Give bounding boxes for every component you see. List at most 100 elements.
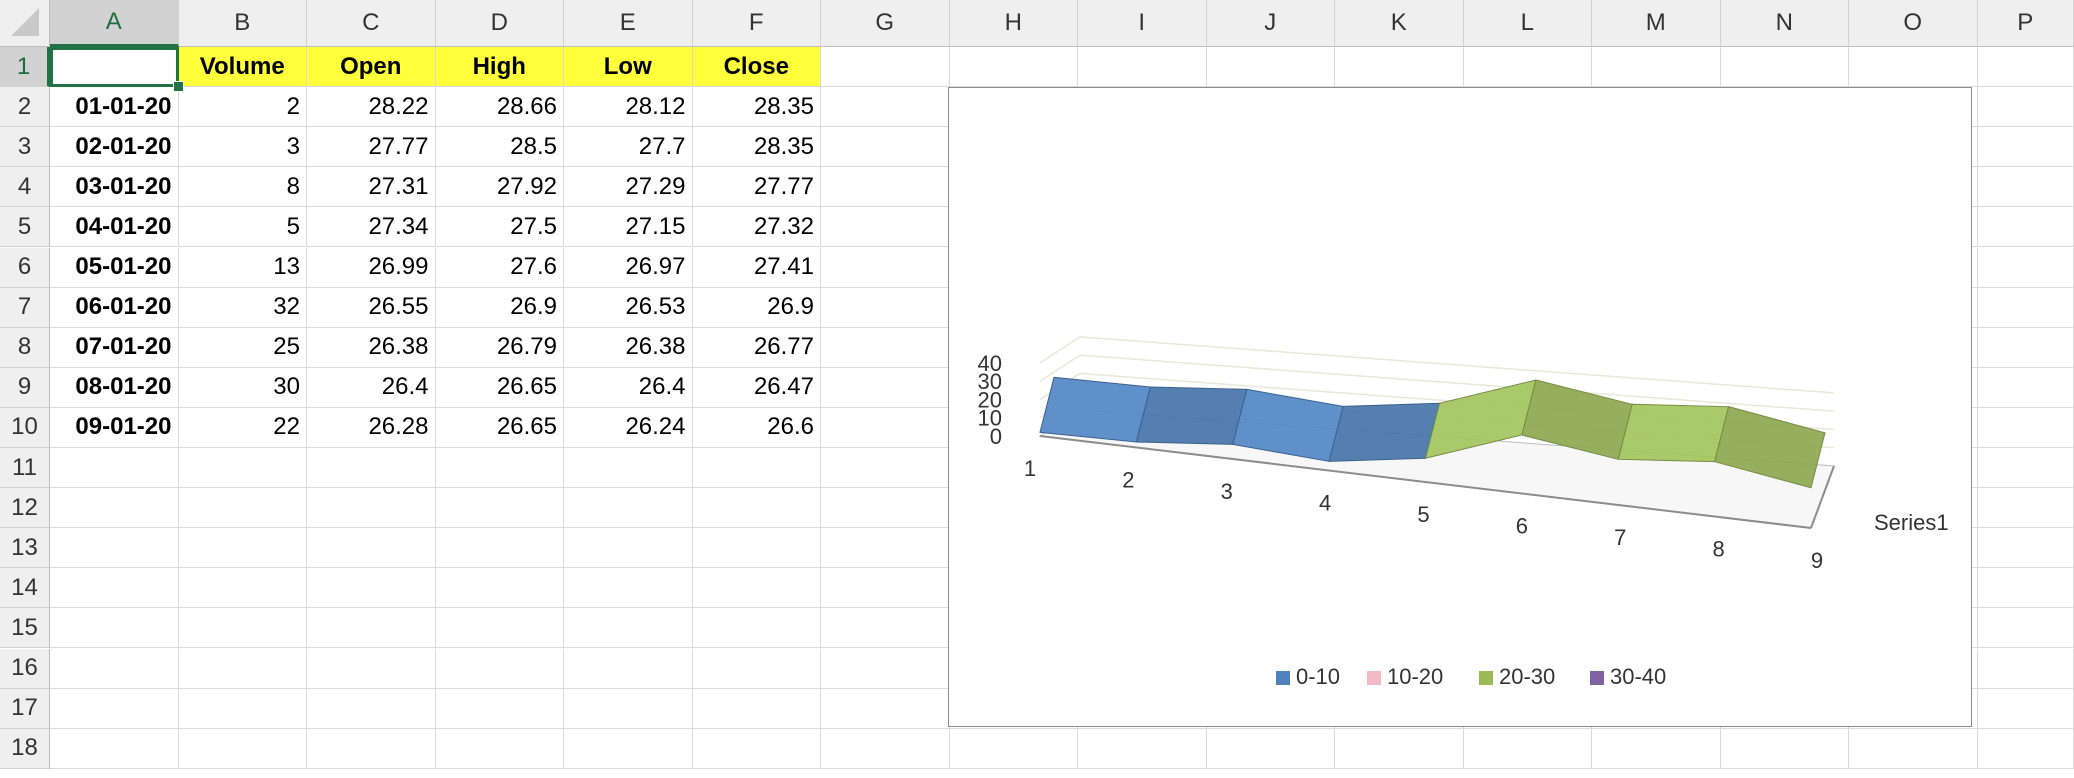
- value-cell[interactable]: 8: [178, 167, 307, 208]
- empty-cell[interactable]: [1592, 728, 1721, 769]
- empty-cell[interactable]: [692, 448, 821, 489]
- date-cell[interactable]: 03-01-20: [50, 167, 179, 208]
- value-cell[interactable]: 26.99: [307, 247, 436, 288]
- empty-cell[interactable]: [821, 528, 950, 569]
- value-cell[interactable]: 27.41: [692, 247, 821, 288]
- value-cell[interactable]: 27.32: [692, 207, 821, 248]
- empty-cell[interactable]: [1849, 688, 1978, 729]
- empty-cell[interactable]: [1977, 327, 2074, 368]
- value-cell[interactable]: 26.53: [564, 287, 693, 328]
- empty-cell[interactable]: [692, 688, 821, 729]
- empty-cell[interactable]: [1720, 728, 1849, 769]
- date-cell[interactable]: 09-01-20: [50, 407, 179, 448]
- empty-cell[interactable]: [1977, 167, 2074, 208]
- empty-cell[interactable]: [50, 488, 179, 529]
- value-cell[interactable]: 27.7: [564, 127, 693, 168]
- header-cell-volume[interactable]: Volume: [178, 47, 307, 88]
- value-cell[interactable]: 26.38: [564, 327, 693, 368]
- empty-cell[interactable]: [1849, 728, 1978, 769]
- column-header-j[interactable]: J: [1206, 0, 1335, 47]
- value-cell[interactable]: 28.35: [692, 127, 821, 168]
- empty-cell[interactable]: [692, 608, 821, 649]
- header-cell-high[interactable]: High: [435, 47, 564, 88]
- row-header-3[interactable]: 3: [0, 127, 50, 168]
- row-header-7[interactable]: 7: [0, 287, 50, 328]
- empty-cell[interactable]: [178, 488, 307, 529]
- select-all-corner[interactable]: [0, 0, 50, 47]
- empty-cell[interactable]: [435, 528, 564, 569]
- column-header-k[interactable]: K: [1335, 0, 1464, 47]
- empty-cell[interactable]: [1977, 47, 2074, 88]
- header-cell-close[interactable]: Close: [692, 47, 821, 88]
- row-header-4[interactable]: 4: [0, 167, 50, 208]
- value-cell[interactable]: 26.65: [435, 367, 564, 408]
- empty-cell[interactable]: [307, 488, 436, 529]
- empty-cell[interactable]: [1977, 367, 2074, 408]
- value-cell[interactable]: 26.4: [564, 367, 693, 408]
- cell-a1[interactable]: [50, 47, 179, 88]
- row-header-2[interactable]: 2: [0, 87, 50, 128]
- column-header-p[interactable]: P: [1977, 0, 2074, 47]
- date-cell[interactable]: 07-01-20: [50, 327, 179, 368]
- empty-cell[interactable]: [1463, 47, 1592, 88]
- empty-cell[interactable]: [821, 568, 950, 609]
- column-header-n[interactable]: N: [1720, 0, 1849, 47]
- value-cell[interactable]: 27.77: [692, 167, 821, 208]
- empty-cell[interactable]: [50, 608, 179, 649]
- empty-cell[interactable]: [435, 728, 564, 769]
- column-header-l[interactable]: L: [1463, 0, 1592, 47]
- value-cell[interactable]: 26.77: [692, 327, 821, 368]
- date-cell[interactable]: 08-01-20: [50, 367, 179, 408]
- value-cell[interactable]: 30: [178, 367, 307, 408]
- empty-cell[interactable]: [1335, 728, 1464, 769]
- row-header-6[interactable]: 6: [0, 247, 50, 288]
- empty-cell[interactable]: [307, 608, 436, 649]
- value-cell[interactable]: 27.34: [307, 207, 436, 248]
- empty-cell[interactable]: [949, 47, 1078, 88]
- empty-cell[interactable]: [435, 568, 564, 609]
- empty-cell[interactable]: [1977, 488, 2074, 529]
- date-cell[interactable]: 02-01-20: [50, 127, 179, 168]
- empty-cell[interactable]: [178, 448, 307, 489]
- empty-cell[interactable]: [821, 367, 950, 408]
- empty-cell[interactable]: [692, 648, 821, 689]
- empty-cell[interactable]: [435, 688, 564, 729]
- empty-cell[interactable]: [564, 688, 693, 729]
- empty-cell[interactable]: [435, 488, 564, 529]
- value-cell[interactable]: 32: [178, 287, 307, 328]
- value-cell[interactable]: 27.6: [435, 247, 564, 288]
- empty-cell[interactable]: [50, 528, 179, 569]
- date-cell[interactable]: 04-01-20: [50, 207, 179, 248]
- empty-cell[interactable]: [1977, 688, 2074, 729]
- column-header-i[interactable]: I: [1078, 0, 1207, 47]
- value-cell[interactable]: 26.9: [435, 287, 564, 328]
- empty-cell[interactable]: [564, 528, 693, 569]
- value-cell[interactable]: 27.5: [435, 207, 564, 248]
- column-header-a[interactable]: A: [50, 0, 179, 47]
- value-cell[interactable]: 27.29: [564, 167, 693, 208]
- row-header-13[interactable]: 13: [0, 528, 50, 569]
- empty-cell[interactable]: [50, 568, 179, 609]
- empty-cell[interactable]: [1206, 47, 1335, 88]
- value-cell[interactable]: 26.55: [307, 287, 436, 328]
- column-header-c[interactable]: C: [307, 0, 436, 47]
- empty-cell[interactable]: [50, 448, 179, 489]
- column-header-o[interactable]: O: [1849, 0, 1978, 47]
- column-header-e[interactable]: E: [564, 0, 693, 47]
- empty-cell[interactable]: [1977, 528, 2074, 569]
- empty-cell[interactable]: [435, 448, 564, 489]
- empty-cell[interactable]: [821, 448, 950, 489]
- empty-cell[interactable]: [692, 568, 821, 609]
- empty-cell[interactable]: [1977, 207, 2074, 248]
- empty-cell[interactable]: [821, 87, 950, 128]
- empty-cell[interactable]: [1977, 648, 2074, 689]
- empty-cell[interactable]: [178, 648, 307, 689]
- empty-cell[interactable]: [1977, 127, 2074, 168]
- empty-cell[interactable]: [821, 608, 950, 649]
- empty-cell[interactable]: [692, 488, 821, 529]
- header-cell-low[interactable]: Low: [564, 47, 693, 88]
- empty-cell[interactable]: [821, 688, 950, 729]
- empty-cell[interactable]: [821, 488, 950, 529]
- empty-cell[interactable]: [435, 608, 564, 649]
- empty-cell[interactable]: [1849, 47, 1978, 88]
